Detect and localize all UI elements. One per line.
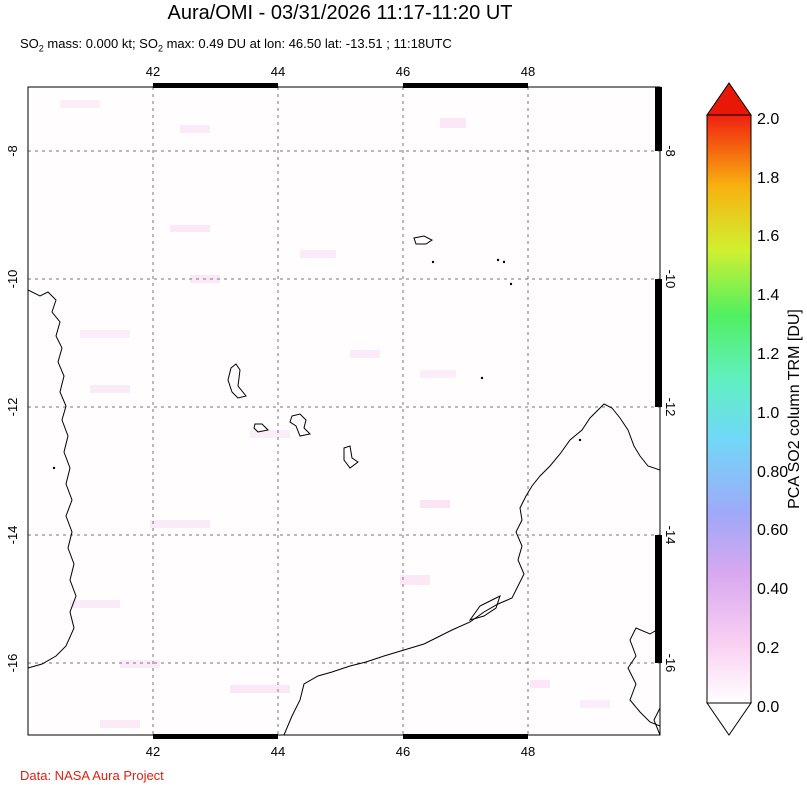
moheli xyxy=(253,423,270,433)
lat-tick-left: -8 xyxy=(5,145,20,157)
colorbar-ticks: 2.0 1.8 1.6 1.4 1.2 1.0 0.80 0.60 0.40 0… xyxy=(757,111,788,716)
lat-tick-left: -12 xyxy=(5,398,20,417)
colorbar-tick: 0.0 xyxy=(757,699,779,716)
map-title: Aura/OMI - 03/31/2026 11:17-11:20 UT xyxy=(167,2,513,24)
colorbar-tick: 0.80 xyxy=(757,464,788,481)
lat-tick-right: -16 xyxy=(663,654,678,673)
colorbar-tick: 1.6 xyxy=(757,228,779,245)
lat-tick-right: -10 xyxy=(663,270,678,289)
colorbar-tick: 0.60 xyxy=(757,522,788,539)
mayotte xyxy=(343,445,359,469)
lat-tick-left: -14 xyxy=(5,526,20,545)
frame-bars xyxy=(153,83,662,739)
lon-labels: 42 44 46 48 42 44 46 48 xyxy=(146,64,535,759)
colorbar-tick: 1.0 xyxy=(757,405,779,422)
lat-tick-left: -10 xyxy=(5,270,20,289)
colorbar-tick: 1.2 xyxy=(757,346,779,363)
colorbar-tick: 2.0 xyxy=(757,111,779,128)
lon-tick-bottom: 42 xyxy=(146,744,160,759)
map-area xyxy=(28,87,660,735)
africa-coast xyxy=(28,289,77,669)
colorbar-tick: 1.4 xyxy=(757,287,779,304)
lon-tick-top: 44 xyxy=(271,64,285,79)
colorbar-min-arrow xyxy=(706,702,752,736)
coastlines xyxy=(28,235,660,735)
lat-tick-right: -12 xyxy=(663,398,678,417)
colorbar-tick: 0.2 xyxy=(757,640,779,657)
lat-tick-right: -14 xyxy=(663,526,678,545)
colorbar-tick: 1.8 xyxy=(757,170,779,187)
colorbar-tick: 0.40 xyxy=(757,581,788,598)
data-credit: Data: NASA Aura Project xyxy=(20,768,164,783)
small-islands xyxy=(52,258,582,470)
graticule xyxy=(28,87,660,735)
so2-speckle xyxy=(60,100,610,728)
lon-tick-bottom: 44 xyxy=(271,744,285,759)
map-frame xyxy=(27,86,661,736)
colorbar-label: PCA SO2 column TRM [DU] xyxy=(786,309,803,509)
lon-tick-top: 48 xyxy=(521,64,535,79)
colorbar-max-arrow xyxy=(706,82,752,116)
lon-tick-top: 42 xyxy=(146,64,160,79)
map-subtitle: SO2 mass: 0.000 kt; SO2 max: 0.49 DU at … xyxy=(20,36,452,54)
madagascar-coast xyxy=(283,403,660,735)
lat-labels-left: -8 -10 -12 -14 -16 xyxy=(5,145,20,672)
grande-comore xyxy=(227,363,247,399)
anjouan xyxy=(289,413,312,437)
aldabra xyxy=(413,235,433,245)
lon-tick-top: 46 xyxy=(396,64,410,79)
lat-labels-right: -8 -10 -12 -14 -16 xyxy=(663,145,678,672)
colorbar: 2.0 1.8 1.6 1.4 1.2 1.0 0.80 0.60 0.40 0… xyxy=(706,82,803,736)
lon-tick-bottom: 48 xyxy=(521,744,535,759)
lat-tick-left: -16 xyxy=(5,654,20,673)
lon-tick-bottom: 46 xyxy=(396,744,410,759)
lat-tick-right: -8 xyxy=(663,145,678,157)
madagascar-inlet xyxy=(627,627,660,727)
colorbar-gradient xyxy=(706,114,752,704)
